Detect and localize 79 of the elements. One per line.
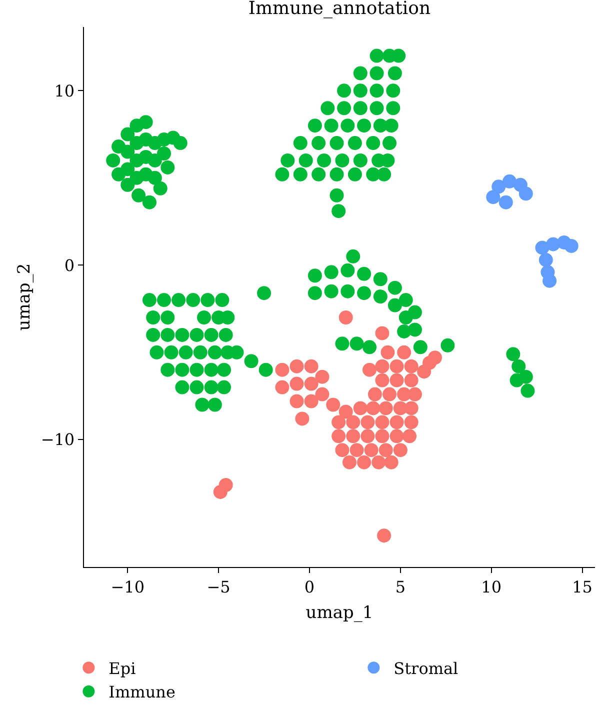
point bbox=[375, 415, 390, 430]
point bbox=[335, 443, 350, 458]
point bbox=[375, 373, 390, 388]
point bbox=[332, 429, 346, 444]
y-axis-title: umap_2 bbox=[14, 263, 34, 331]
x-axis-title: umap_1 bbox=[306, 602, 374, 623]
point bbox=[502, 174, 517, 188]
point bbox=[428, 350, 442, 365]
point bbox=[357, 455, 372, 470]
point bbox=[380, 345, 395, 360]
point bbox=[290, 394, 304, 408]
x-tick-label: 0 bbox=[304, 577, 315, 596]
point bbox=[304, 394, 318, 408]
point bbox=[378, 401, 393, 416]
point bbox=[362, 362, 377, 377]
x-tick-label: 15 bbox=[572, 577, 592, 596]
point bbox=[304, 359, 318, 374]
point bbox=[290, 359, 304, 374]
point bbox=[404, 415, 418, 430]
point bbox=[404, 401, 418, 416]
point bbox=[397, 345, 412, 360]
point bbox=[368, 387, 382, 402]
point bbox=[390, 359, 404, 374]
point bbox=[346, 415, 360, 430]
point bbox=[366, 401, 380, 416]
point bbox=[295, 412, 310, 426]
point bbox=[350, 443, 364, 458]
point bbox=[218, 478, 233, 492]
point bbox=[378, 443, 393, 458]
x-tick-label: −10 bbox=[110, 577, 145, 596]
point bbox=[404, 373, 418, 388]
point bbox=[364, 443, 378, 458]
y-tick-label: 0 bbox=[64, 256, 75, 275]
point bbox=[538, 252, 553, 267]
point bbox=[290, 376, 304, 391]
point bbox=[486, 190, 500, 204]
legend-label: Stromal bbox=[394, 658, 458, 678]
x-tick-label: 10 bbox=[481, 577, 502, 596]
point bbox=[338, 310, 353, 324]
point bbox=[360, 415, 375, 430]
point bbox=[353, 401, 368, 416]
point bbox=[275, 380, 290, 394]
point bbox=[402, 429, 417, 444]
point bbox=[382, 387, 397, 402]
point bbox=[518, 186, 533, 201]
point bbox=[492, 180, 506, 194]
point bbox=[372, 455, 386, 470]
point bbox=[375, 359, 390, 374]
point bbox=[332, 415, 346, 430]
point bbox=[384, 455, 398, 470]
point bbox=[377, 528, 392, 543]
point bbox=[390, 415, 404, 430]
point bbox=[404, 359, 418, 374]
point bbox=[342, 455, 356, 470]
point bbox=[275, 362, 290, 377]
point bbox=[315, 370, 330, 384]
legend-label: Immune bbox=[108, 682, 176, 702]
point bbox=[326, 398, 340, 412]
point bbox=[408, 387, 422, 402]
point bbox=[375, 429, 390, 444]
point bbox=[360, 429, 375, 444]
point bbox=[498, 195, 513, 210]
point bbox=[417, 364, 432, 379]
point bbox=[338, 404, 353, 419]
x-tick-label: −5 bbox=[206, 577, 230, 596]
point bbox=[375, 326, 390, 340]
legend-label: Epi bbox=[108, 658, 136, 678]
point bbox=[390, 373, 404, 388]
point bbox=[564, 238, 578, 253]
point bbox=[393, 443, 408, 458]
point bbox=[542, 274, 557, 288]
y-tick-label: −10 bbox=[40, 430, 75, 450]
x-tick-label: 5 bbox=[395, 577, 406, 596]
chart-title: Immune_annotation bbox=[248, 0, 432, 20]
point bbox=[304, 376, 318, 391]
point bbox=[390, 429, 404, 444]
point bbox=[315, 387, 330, 402]
y-tick-label: 10 bbox=[54, 81, 75, 100]
point bbox=[346, 429, 360, 444]
